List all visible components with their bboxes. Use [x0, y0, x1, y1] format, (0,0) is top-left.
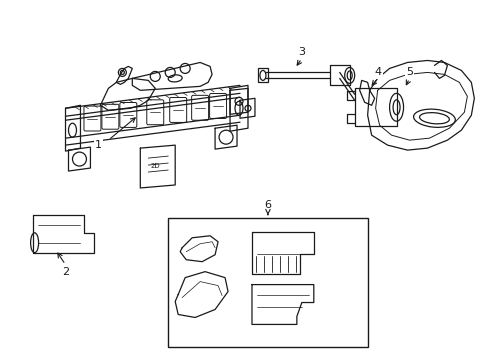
Text: 6: 6: [264, 200, 271, 210]
Text: 5: 5: [405, 67, 412, 77]
Bar: [258, 68, 267, 82]
Text: 4: 4: [373, 67, 381, 77]
Text: 2: 2: [62, 267, 69, 276]
Bar: [168, 218, 367, 347]
Text: 3: 3: [298, 48, 305, 58]
Text: 1: 1: [95, 140, 102, 150]
Text: 2D: 2D: [150, 163, 160, 169]
